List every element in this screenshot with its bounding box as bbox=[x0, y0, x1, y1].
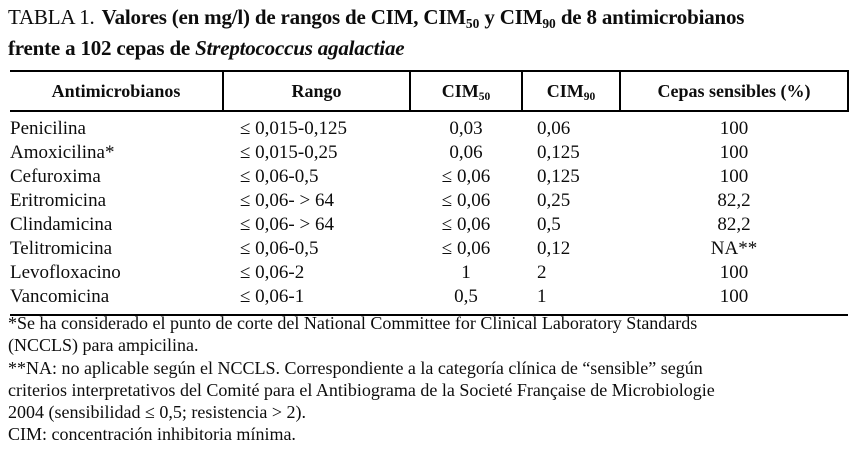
table-row: Telitromicina ≤ 0,06-0,5 ≤ 0,06 0,12 NA*… bbox=[10, 237, 848, 261]
footnote-3-line-1: CIM: concentración inhibitoria mínima. bbox=[8, 424, 296, 445]
table-row: Levofloxacino ≤ 0,06-2 1 2 100 bbox=[10, 261, 848, 285]
header-cim50: CIM50 bbox=[410, 70, 523, 112]
cell-cepas-sensibles: 100 bbox=[719, 166, 749, 187]
cell-rango: ≤ 0,06-1 bbox=[223, 285, 410, 316]
table-row: Cefuroxima ≤ 0,06-0,5 ≤ 0,06 0,125 100 bbox=[10, 165, 848, 189]
header-cim90: CIM90 bbox=[522, 70, 621, 112]
table-caption-text: Valores (en mg/l) de rangos de CIM, CIM5… bbox=[8, 5, 744, 60]
cell-rango: ≤ 0,06- > 64 bbox=[240, 190, 334, 211]
cell-cepas-sensibles: 82,2 bbox=[717, 214, 751, 235]
cell-antimicrobiano: Levofloxacino bbox=[10, 262, 121, 283]
cell-rango: ≤ 0,06-0,5 bbox=[240, 166, 319, 187]
cell-antimicrobiano: Vancomicina bbox=[10, 285, 223, 316]
header-cepas-sensibles: Cepas sensibles (%) bbox=[620, 70, 849, 112]
cell-antimicrobiano: Cefuroxima bbox=[10, 166, 101, 187]
cell-cim50: ≤ 0,06 bbox=[441, 214, 491, 235]
table-number-label: TABLA 1. bbox=[8, 5, 95, 29]
cell-antimicrobiano: Telitromicina bbox=[10, 238, 113, 259]
cell-cepas-sensibles: 82,2 bbox=[717, 190, 751, 211]
table-row: Penicilina ≤ 0,015-0,125 0,03 0,06 100 bbox=[10, 111, 848, 141]
header-rango: Rango bbox=[223, 70, 411, 112]
footnote-2-line-3: 2004 (sensibilidad ≤ 0,5; resistencia > … bbox=[8, 402, 306, 423]
cell-cim50: ≤ 0,06 bbox=[441, 190, 491, 211]
footnote-1-line-1: *Se ha considerado el punto de corte del… bbox=[8, 313, 698, 333]
header-antimicrobianos: Antimicrobianos bbox=[10, 70, 224, 112]
cell-cepas-sensibles: 100 bbox=[719, 262, 749, 283]
cell-antimicrobiano: Clindamicina bbox=[10, 214, 113, 235]
cell-cim50: 0,5 bbox=[410, 285, 522, 316]
cell-cim90: 0,125 bbox=[537, 142, 580, 163]
species-name: Streptococcus agalactiae bbox=[195, 36, 405, 60]
table-row: Clindamicina ≤ 0,06- > 64 ≤ 0,06 0,5 82,… bbox=[10, 213, 848, 237]
cell-cim90: 0,25 bbox=[537, 190, 571, 211]
table-caption: TABLA 1. Valores (en mg/l) de rangos de C… bbox=[8, 3, 854, 62]
cell-cim50: ≤ 0,06 bbox=[441, 238, 491, 259]
cell-antimicrobiano: Eritromicina bbox=[10, 190, 107, 211]
caption-subscript-50: 50 bbox=[465, 15, 480, 31]
caption-part2: y CIM bbox=[479, 5, 543, 29]
cell-cim50: ≤ 0,06 bbox=[441, 166, 491, 187]
cell-antimicrobiano: Amoxicilina* bbox=[10, 142, 115, 163]
table-row: Vancomicina ≤ 0,06-1 0,5 1 100 bbox=[10, 285, 848, 316]
table-row: Amoxicilina* ≤ 0,015-0,25 0,06 0,125 100 bbox=[10, 141, 848, 165]
table-header-row: Antimicrobianos Rango CIM50 CIM90 Cepas … bbox=[10, 70, 849, 112]
caption-part3: de 8 antimicrobianos bbox=[555, 5, 745, 29]
header-cim50-subscript: 50 bbox=[478, 90, 491, 103]
footnote-2-line-1: **NA: no aplicable según el NCCLS. Corre… bbox=[8, 357, 703, 378]
cell-rango: ≤ 0,06-0,5 bbox=[240, 238, 319, 259]
cell-cim90: 0,5 bbox=[537, 214, 561, 235]
cell-cim90: 0,125 bbox=[537, 166, 580, 187]
table-footnotes: *Se ha considerado el punto de corte del… bbox=[8, 312, 854, 446]
cell-cepas-sensibles: 100 bbox=[719, 142, 749, 163]
cim-values-table: Antimicrobianos Rango CIM50 CIM90 Cepas … bbox=[10, 70, 849, 316]
table-row: Eritromicina ≤ 0,06- > 64 ≤ 0,06 0,25 82… bbox=[10, 189, 848, 213]
cell-cim50: 0,06 bbox=[449, 142, 483, 163]
cell-cim50: 0,03 bbox=[449, 118, 483, 139]
cell-antimicrobiano: Penicilina bbox=[10, 118, 86, 139]
cell-cim50: 1 bbox=[461, 262, 471, 283]
footnote-2-line-2: criterios interpretativos del Comité par… bbox=[8, 379, 715, 400]
caption-part1: Valores (en mg/l) de rangos de CIM, CIM bbox=[101, 5, 467, 29]
cell-cim90: 0,12 bbox=[537, 238, 571, 259]
caption-subscript-90: 90 bbox=[542, 15, 556, 31]
cell-rango: ≤ 0,015-0,125 bbox=[240, 118, 348, 139]
cell-cim90: 2 bbox=[537, 262, 547, 283]
cell-rango: ≤ 0,06-2 bbox=[240, 262, 305, 283]
cell-rango: ≤ 0,06- > 64 bbox=[240, 214, 334, 235]
cell-cim90: 1 bbox=[522, 285, 620, 316]
cell-cim90: 0,06 bbox=[537, 118, 571, 139]
cell-cepas-sensibles: 100 bbox=[620, 285, 848, 316]
header-cim50-base: CIM bbox=[441, 80, 479, 101]
caption-part4: frente a 102 cepas de bbox=[8, 36, 191, 60]
header-cim90-base: CIM bbox=[546, 80, 584, 101]
footnote-1-line-2: (NCCLS) para ampicilina. bbox=[8, 335, 199, 356]
cell-rango: ≤ 0,015-0,25 bbox=[240, 142, 338, 163]
cell-cepas-sensibles: NA** bbox=[710, 238, 758, 259]
cell-cepas-sensibles: 100 bbox=[719, 118, 749, 139]
header-cim90-subscript: 90 bbox=[583, 90, 596, 103]
